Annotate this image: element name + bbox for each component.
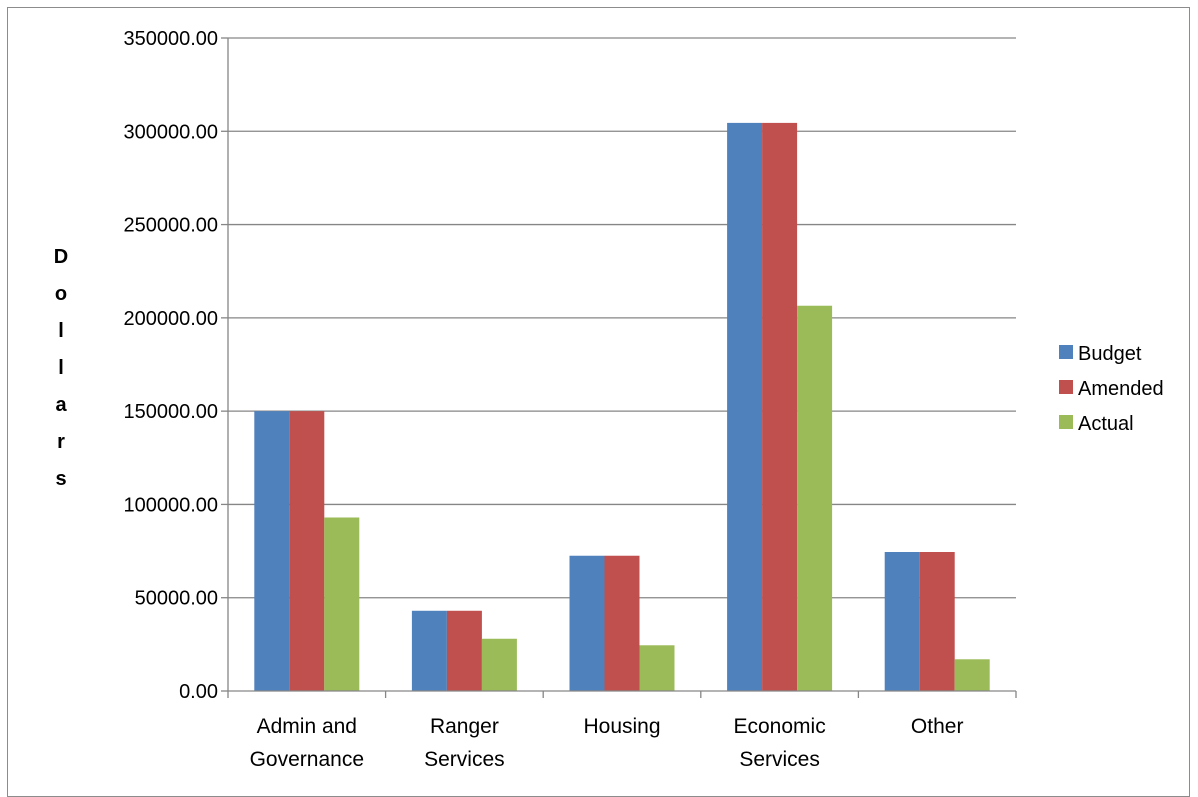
bar-actual — [481, 638, 517, 691]
bar-actual — [797, 305, 833, 691]
y-tick-label: 0.00 — [179, 681, 218, 703]
bar-budget — [254, 411, 290, 691]
y-axis-label-letter: s — [55, 468, 66, 490]
bar-budget — [411, 610, 447, 691]
y-axis-label-letter: a — [55, 394, 67, 416]
bar-amended — [762, 122, 798, 691]
y-tick-label: 300000.00 — [123, 121, 218, 143]
y-axis-label-letter: o — [55, 283, 67, 305]
bar-amended — [604, 555, 640, 691]
bar-budget — [884, 552, 920, 691]
y-tick-labels: 0.00 50000.00 100000.00 150000.00 200000.00 2… — [123, 28, 218, 703]
x-category-label: Other — [911, 715, 964, 738]
y-tick-label: 150000.00 — [123, 401, 218, 423]
bar-amended — [289, 411, 325, 691]
bar-amended — [446, 610, 482, 691]
legend-label: Budget — [1078, 343, 1142, 365]
x-category-labels: Admin and Governance Ranger Services Housing… — [250, 715, 964, 771]
bar-actual — [639, 645, 675, 691]
x-category-label: Economic Services — [733, 715, 825, 771]
x-category-label: Ranger Services — [424, 715, 505, 771]
x-category-label: Admin and Governance — [250, 715, 364, 771]
y-tick-label: 350000.00 — [123, 28, 218, 50]
y-tick-label: 50000.00 — [135, 588, 218, 610]
legend-swatch — [1059, 380, 1073, 394]
legend-label: Amended — [1078, 378, 1164, 400]
legend-label: Actual — [1078, 413, 1134, 435]
legend-swatch — [1059, 345, 1073, 359]
bar-actual — [954, 659, 990, 691]
bars — [254, 122, 990, 691]
y-tick-label: 200000.00 — [123, 308, 218, 330]
bar-amended — [919, 552, 955, 691]
y-tick-label: 250000.00 — [123, 215, 218, 237]
bar-budget — [569, 555, 605, 691]
y-axis-label-letter: l — [58, 320, 64, 342]
y-tick-label: 100000.00 — [123, 494, 218, 516]
legend-swatch — [1059, 415, 1073, 429]
legend: Budget Amended Actual — [1059, 343, 1164, 435]
bar-budget — [727, 122, 763, 691]
bar-actual — [324, 517, 360, 691]
y-axis-label-letter: r — [57, 431, 65, 453]
x-category-label: Housing — [583, 715, 660, 738]
y-axis-label-letter: l — [58, 357, 64, 379]
gridlines — [228, 37, 1016, 599]
y-axis-label-letter: D — [54, 246, 68, 268]
axes — [221, 37, 1017, 698]
